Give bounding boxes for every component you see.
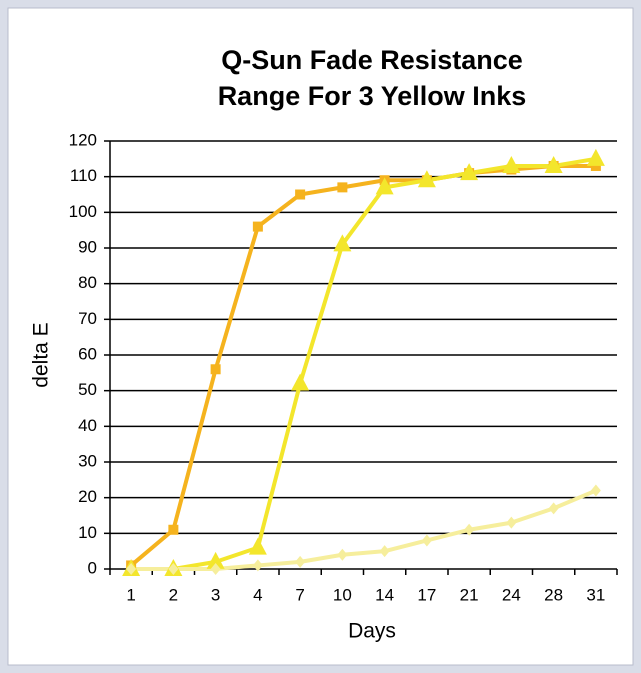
marker bbox=[375, 177, 394, 195]
x-tick-label: 28 bbox=[544, 585, 563, 604]
x-tick-label: 7 bbox=[295, 585, 304, 604]
chart-title: Q-Sun Fade Resistance bbox=[221, 45, 523, 75]
x-tick-label: 31 bbox=[586, 585, 605, 604]
marker bbox=[248, 537, 267, 555]
marker bbox=[421, 534, 432, 547]
marker bbox=[464, 523, 475, 536]
x-tick-label: 2 bbox=[169, 585, 178, 604]
x-tick-label: 4 bbox=[253, 585, 262, 604]
y-tick-label: 50 bbox=[78, 380, 97, 399]
series-line bbox=[129, 163, 596, 567]
marker bbox=[252, 559, 263, 572]
chart-title: Range For 3 Yellow Inks bbox=[218, 81, 527, 111]
marker bbox=[210, 563, 221, 575]
marker bbox=[502, 155, 521, 173]
y-tick-label: 80 bbox=[78, 273, 97, 292]
x-tick-label: 14 bbox=[375, 585, 394, 604]
marker bbox=[168, 563, 179, 575]
y-tick-label: 10 bbox=[78, 523, 97, 542]
marker bbox=[126, 563, 137, 575]
marker bbox=[210, 364, 221, 375]
marker bbox=[417, 170, 436, 188]
x-tick-label: 10 bbox=[333, 585, 352, 604]
x-tick-label: 3 bbox=[211, 585, 220, 604]
y-tick-label: 20 bbox=[78, 487, 97, 506]
marker bbox=[379, 545, 390, 558]
marker bbox=[506, 516, 517, 529]
y-axis-label: delta E bbox=[30, 322, 53, 387]
marker bbox=[590, 160, 601, 171]
y-tick-label: 60 bbox=[78, 344, 97, 363]
chart-area bbox=[7, 7, 634, 666]
x-tick-label: 17 bbox=[417, 585, 436, 604]
marker bbox=[544, 155, 563, 173]
y-tick-label: 90 bbox=[78, 237, 97, 256]
marker bbox=[168, 524, 179, 535]
x-axis-label: Days bbox=[348, 620, 396, 643]
y-tick-label: 120 bbox=[69, 130, 97, 149]
x-tick-label: 1 bbox=[126, 585, 135, 604]
marker bbox=[337, 548, 348, 561]
marker bbox=[590, 484, 601, 497]
marker bbox=[460, 163, 479, 181]
series-line bbox=[131, 156, 597, 571]
y-tick-label: 40 bbox=[78, 416, 97, 435]
marker bbox=[295, 555, 306, 568]
marker bbox=[586, 148, 605, 166]
x-tick-label: 24 bbox=[502, 585, 521, 604]
y-tick-label: 100 bbox=[69, 202, 97, 221]
marker bbox=[206, 551, 225, 569]
x-tick-label: 21 bbox=[460, 585, 479, 604]
y-tick-label: 110 bbox=[70, 166, 97, 185]
marker bbox=[337, 182, 348, 193]
series-line bbox=[131, 488, 597, 571]
marker bbox=[252, 221, 263, 232]
marker bbox=[333, 234, 352, 252]
y-tick-label: 70 bbox=[78, 309, 97, 328]
marker bbox=[295, 189, 306, 200]
marker bbox=[548, 502, 559, 515]
y-tick-label: 30 bbox=[78, 451, 97, 470]
y-tick-label: 0 bbox=[88, 558, 97, 577]
marker bbox=[291, 373, 310, 391]
